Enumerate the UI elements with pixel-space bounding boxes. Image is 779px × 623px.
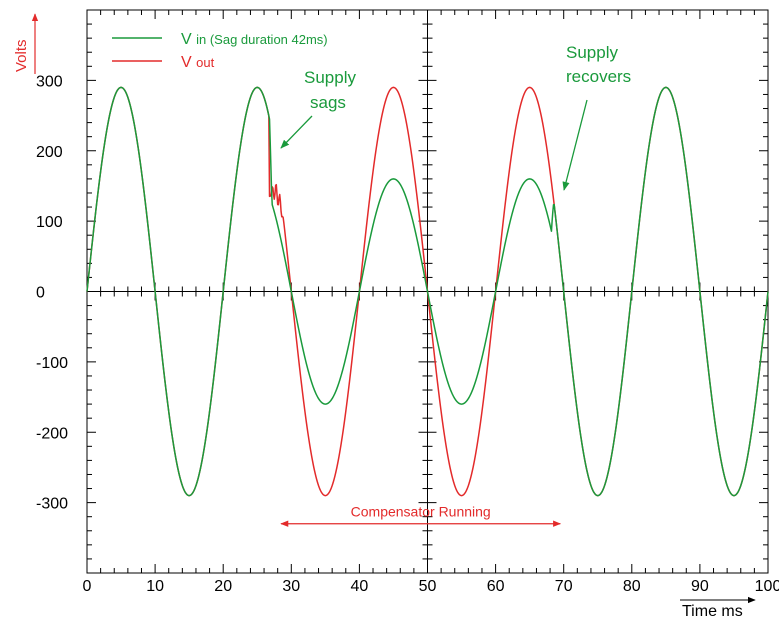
x-tick-label: 20	[214, 578, 232, 595]
x-tick-label: 80	[623, 578, 641, 595]
x-tick-label: 30	[282, 578, 300, 595]
x-tick-label: 50	[419, 578, 437, 595]
annotation-recovers-arrow	[562, 99, 588, 191]
y-tick-label: 100	[36, 214, 63, 231]
y-tick-label: 200	[36, 144, 63, 161]
x-tick-label: 10	[146, 578, 164, 595]
y-tick-label: -300	[36, 496, 68, 513]
legend: V in (Sag duration 42ms) V out	[112, 31, 328, 71]
annotation-supply-sags: Supply sags	[280, 68, 356, 149]
y-axis-label: Volts	[13, 39, 30, 72]
series-line-vin	[86, 86, 769, 497]
y-tick-label: -200	[36, 425, 68, 442]
annotation-recovers-line2: recovers	[566, 67, 631, 86]
legend-label-vin: V in (Sag duration 42ms)	[181, 31, 328, 48]
annotation-sags-line1: Supply	[304, 68, 356, 87]
x-tick-label: 60	[487, 578, 505, 595]
annotation-compensator: Compensator Running	[280, 504, 562, 527]
x-tick-label: 90	[691, 578, 709, 595]
x-tick-label: 40	[351, 578, 369, 595]
y-tick-label: -100	[36, 355, 68, 372]
axis-ticks	[86, 9, 769, 574]
series-layer	[86, 86, 769, 497]
tick-labels: 0 10 20 30 40 50 60 70 80 90 100 300 200 100 0 -100 -200…	[36, 73, 779, 595]
x-tick-label: 70	[555, 578, 573, 595]
compensator-label: Compensator Running	[351, 504, 491, 520]
x-tick-label: 0	[83, 578, 92, 595]
y-tick-label: 300	[36, 73, 63, 90]
annotation-supply-recovers: Supply recovers	[562, 43, 631, 191]
x-tick-label: 100	[755, 578, 779, 595]
x-axis-label: Time ms	[682, 603, 743, 620]
y-tick-label: 0	[36, 285, 45, 302]
legend-label-vout: V out	[181, 54, 215, 71]
annotation-sags-line2: sags	[310, 93, 346, 112]
annotation-sags-arrow	[280, 115, 313, 149]
annotation-recovers-line1: Supply	[566, 43, 618, 62]
